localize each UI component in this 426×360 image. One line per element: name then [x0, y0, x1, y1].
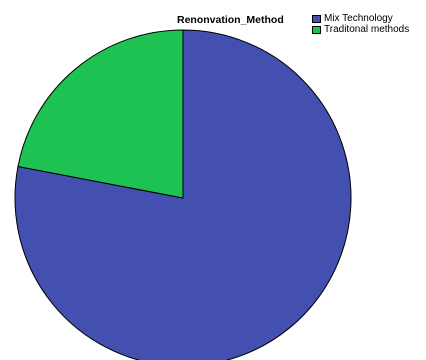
legend-title: Renonvation_Method — [177, 14, 284, 26]
legend-label-mix-technology: Mix Technology — [324, 13, 393, 24]
legend-entries: Mix Technology Traditonal methods — [312, 13, 409, 35]
legend-swatch-traditonal-methods — [312, 25, 321, 34]
legend-label-traditonal-methods: Traditonal methods — [324, 24, 410, 35]
pie-slice-mix-technology — [14, 29, 352, 360]
legend-item-traditonal-methods: Traditonal methods — [312, 24, 409, 35]
pie-slice-traditonal-methods — [17, 29, 184, 199]
legend-swatch-mix-technology — [312, 14, 321, 23]
legend-item-mix-technology: Mix Technology — [312, 13, 409, 24]
